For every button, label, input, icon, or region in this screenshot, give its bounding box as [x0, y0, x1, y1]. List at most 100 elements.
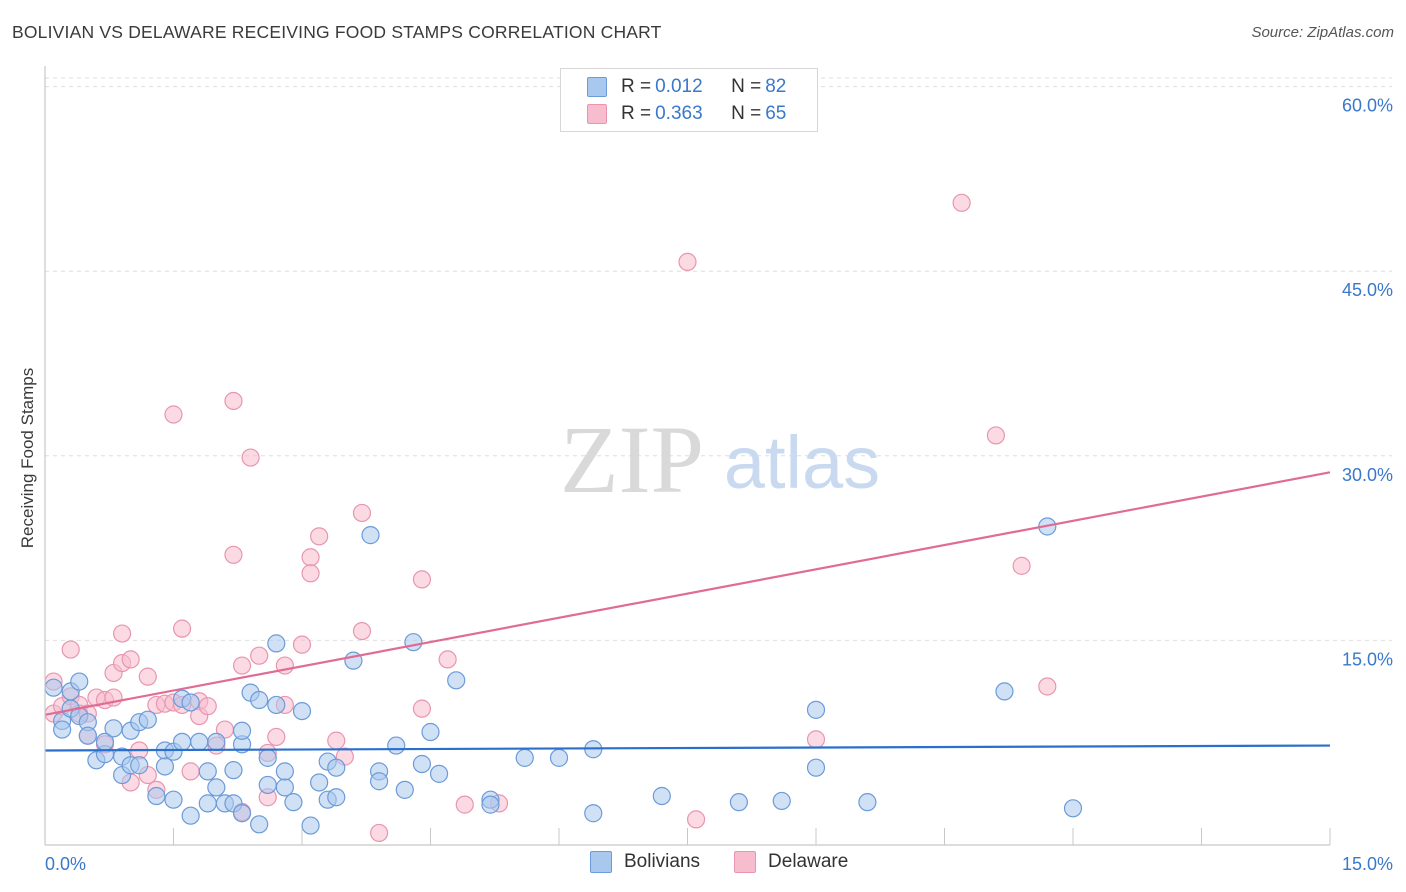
bolivians-trend-line — [44, 744, 1331, 752]
delaware-point — [310, 527, 329, 546]
legend-n-label: N = — [731, 76, 762, 97]
bolivian-point — [207, 732, 226, 751]
delaware-point — [412, 699, 432, 718]
bolivian-point — [806, 758, 826, 777]
legend-item-bolivians[interactable]: Bolivians — [590, 851, 700, 873]
bolivian-point — [729, 793, 749, 812]
x-tick-label: 15.0% — [1342, 854, 1393, 874]
bolivian-point — [404, 633, 423, 652]
delaware-point — [292, 635, 312, 654]
legend-item-delaware[interactable]: Delaware — [734, 851, 848, 873]
bolivian-point — [387, 736, 406, 755]
delaware-point — [164, 405, 183, 424]
delaware-point — [224, 391, 243, 411]
bolivian-point — [70, 672, 89, 691]
delaware-point — [1012, 556, 1031, 575]
legend-label-bolivians: Bolivians — [624, 851, 701, 872]
watermark-atlas: atlas — [724, 421, 880, 504]
bolivian-point — [172, 732, 192, 751]
delaware-point — [198, 697, 217, 716]
bolivians-points — [44, 517, 1083, 835]
bolivian-point — [190, 732, 209, 751]
legend-n-value: 65 — [765, 103, 787, 124]
delaware-point — [438, 650, 457, 669]
bolivian-point — [806, 700, 826, 719]
bolivian-point — [130, 756, 149, 775]
delaware-point — [686, 810, 706, 829]
bolivian-point — [198, 762, 217, 781]
bolivian-point — [481, 795, 500, 814]
delaware-point — [1038, 677, 1057, 696]
bolivian-point — [395, 780, 414, 799]
bolivian-point — [429, 764, 449, 783]
bolivian-point — [549, 748, 569, 767]
delaware-point — [232, 656, 252, 675]
x-tick-label: 0.0% — [45, 854, 86, 874]
bolivian-point — [421, 722, 440, 742]
delaware-point — [172, 619, 192, 638]
y-tick-label: 45.0% — [1342, 280, 1393, 300]
bolivian-point — [207, 778, 226, 797]
bolivian-point — [412, 754, 432, 774]
bolivian-point — [258, 748, 277, 767]
delaware-point — [250, 646, 269, 665]
grid-layer — [45, 77, 1392, 641]
legend-r-label: R = — [621, 103, 652, 124]
bolivian-point — [53, 720, 72, 739]
bolivian-point — [224, 761, 243, 780]
bolivian-point — [181, 693, 200, 712]
bolivian-point — [181, 806, 200, 825]
bolivian-point — [515, 748, 534, 767]
bolivian-point — [447, 671, 466, 690]
delaware-point — [352, 621, 372, 641]
legend-swatch-pink — [587, 104, 607, 124]
bolivian-point — [301, 816, 320, 835]
delaware-point — [241, 448, 260, 467]
bolivian-point — [327, 758, 346, 777]
y-tick-label: 15.0% — [1342, 649, 1393, 669]
legend-swatch-blue — [590, 851, 612, 873]
bolivian-point — [310, 773, 329, 792]
delaware-trend-line — [44, 471, 1331, 716]
watermark-zip: ZIP — [560, 406, 704, 513]
bolivian-point — [250, 690, 269, 710]
bolivian-point — [995, 682, 1014, 701]
delaware-point — [181, 762, 200, 781]
delaware-point — [112, 624, 132, 643]
bolivian-point — [147, 786, 166, 806]
bolivian-point — [370, 772, 389, 791]
delaware-point — [352, 503, 372, 523]
delaware-point — [952, 193, 971, 212]
bolivian-point — [292, 701, 312, 721]
bolivian-point — [258, 775, 277, 795]
bolivian-point — [275, 778, 294, 797]
bolivian-point — [164, 790, 183, 809]
series-legend: Bolivians Delaware — [590, 851, 882, 873]
bolivian-point — [198, 794, 217, 813]
chart-title: BOLIVIAN VS DELAWARE RECEIVING FOOD STAM… — [12, 22, 662, 42]
bolivian-point — [44, 678, 63, 697]
axis-layer: 15.0% 30.0% 45.0% 60.0% 0.0% 15.0% — [44, 66, 1393, 874]
legend-n-label: N = — [731, 103, 762, 124]
bolivian-point — [858, 793, 877, 812]
bolivian-point — [267, 695, 286, 715]
delaware-point — [301, 548, 320, 567]
delaware-point — [301, 564, 320, 583]
y-tick-label: 30.0% — [1342, 465, 1393, 485]
bolivian-point — [652, 786, 671, 806]
legend-label-delaware: Delaware — [768, 851, 849, 872]
legend-n-value: 82 — [765, 76, 787, 97]
delaware-point — [61, 640, 80, 659]
delaware-point — [412, 570, 432, 589]
bolivian-point — [772, 791, 791, 811]
correlation-legend: R = 0.012 N = 82 R = 0.363 N = 65 — [560, 68, 818, 132]
delaware-point — [327, 731, 346, 750]
bolivian-point — [232, 804, 252, 823]
source-label: Source: ZipAtlas.com — [1251, 24, 1394, 41]
delaware-point — [455, 795, 474, 814]
delaware-point — [138, 667, 157, 686]
bolivian-point — [1063, 799, 1083, 818]
legend-r-label: R = — [621, 76, 652, 97]
trend-lines — [44, 471, 1331, 752]
